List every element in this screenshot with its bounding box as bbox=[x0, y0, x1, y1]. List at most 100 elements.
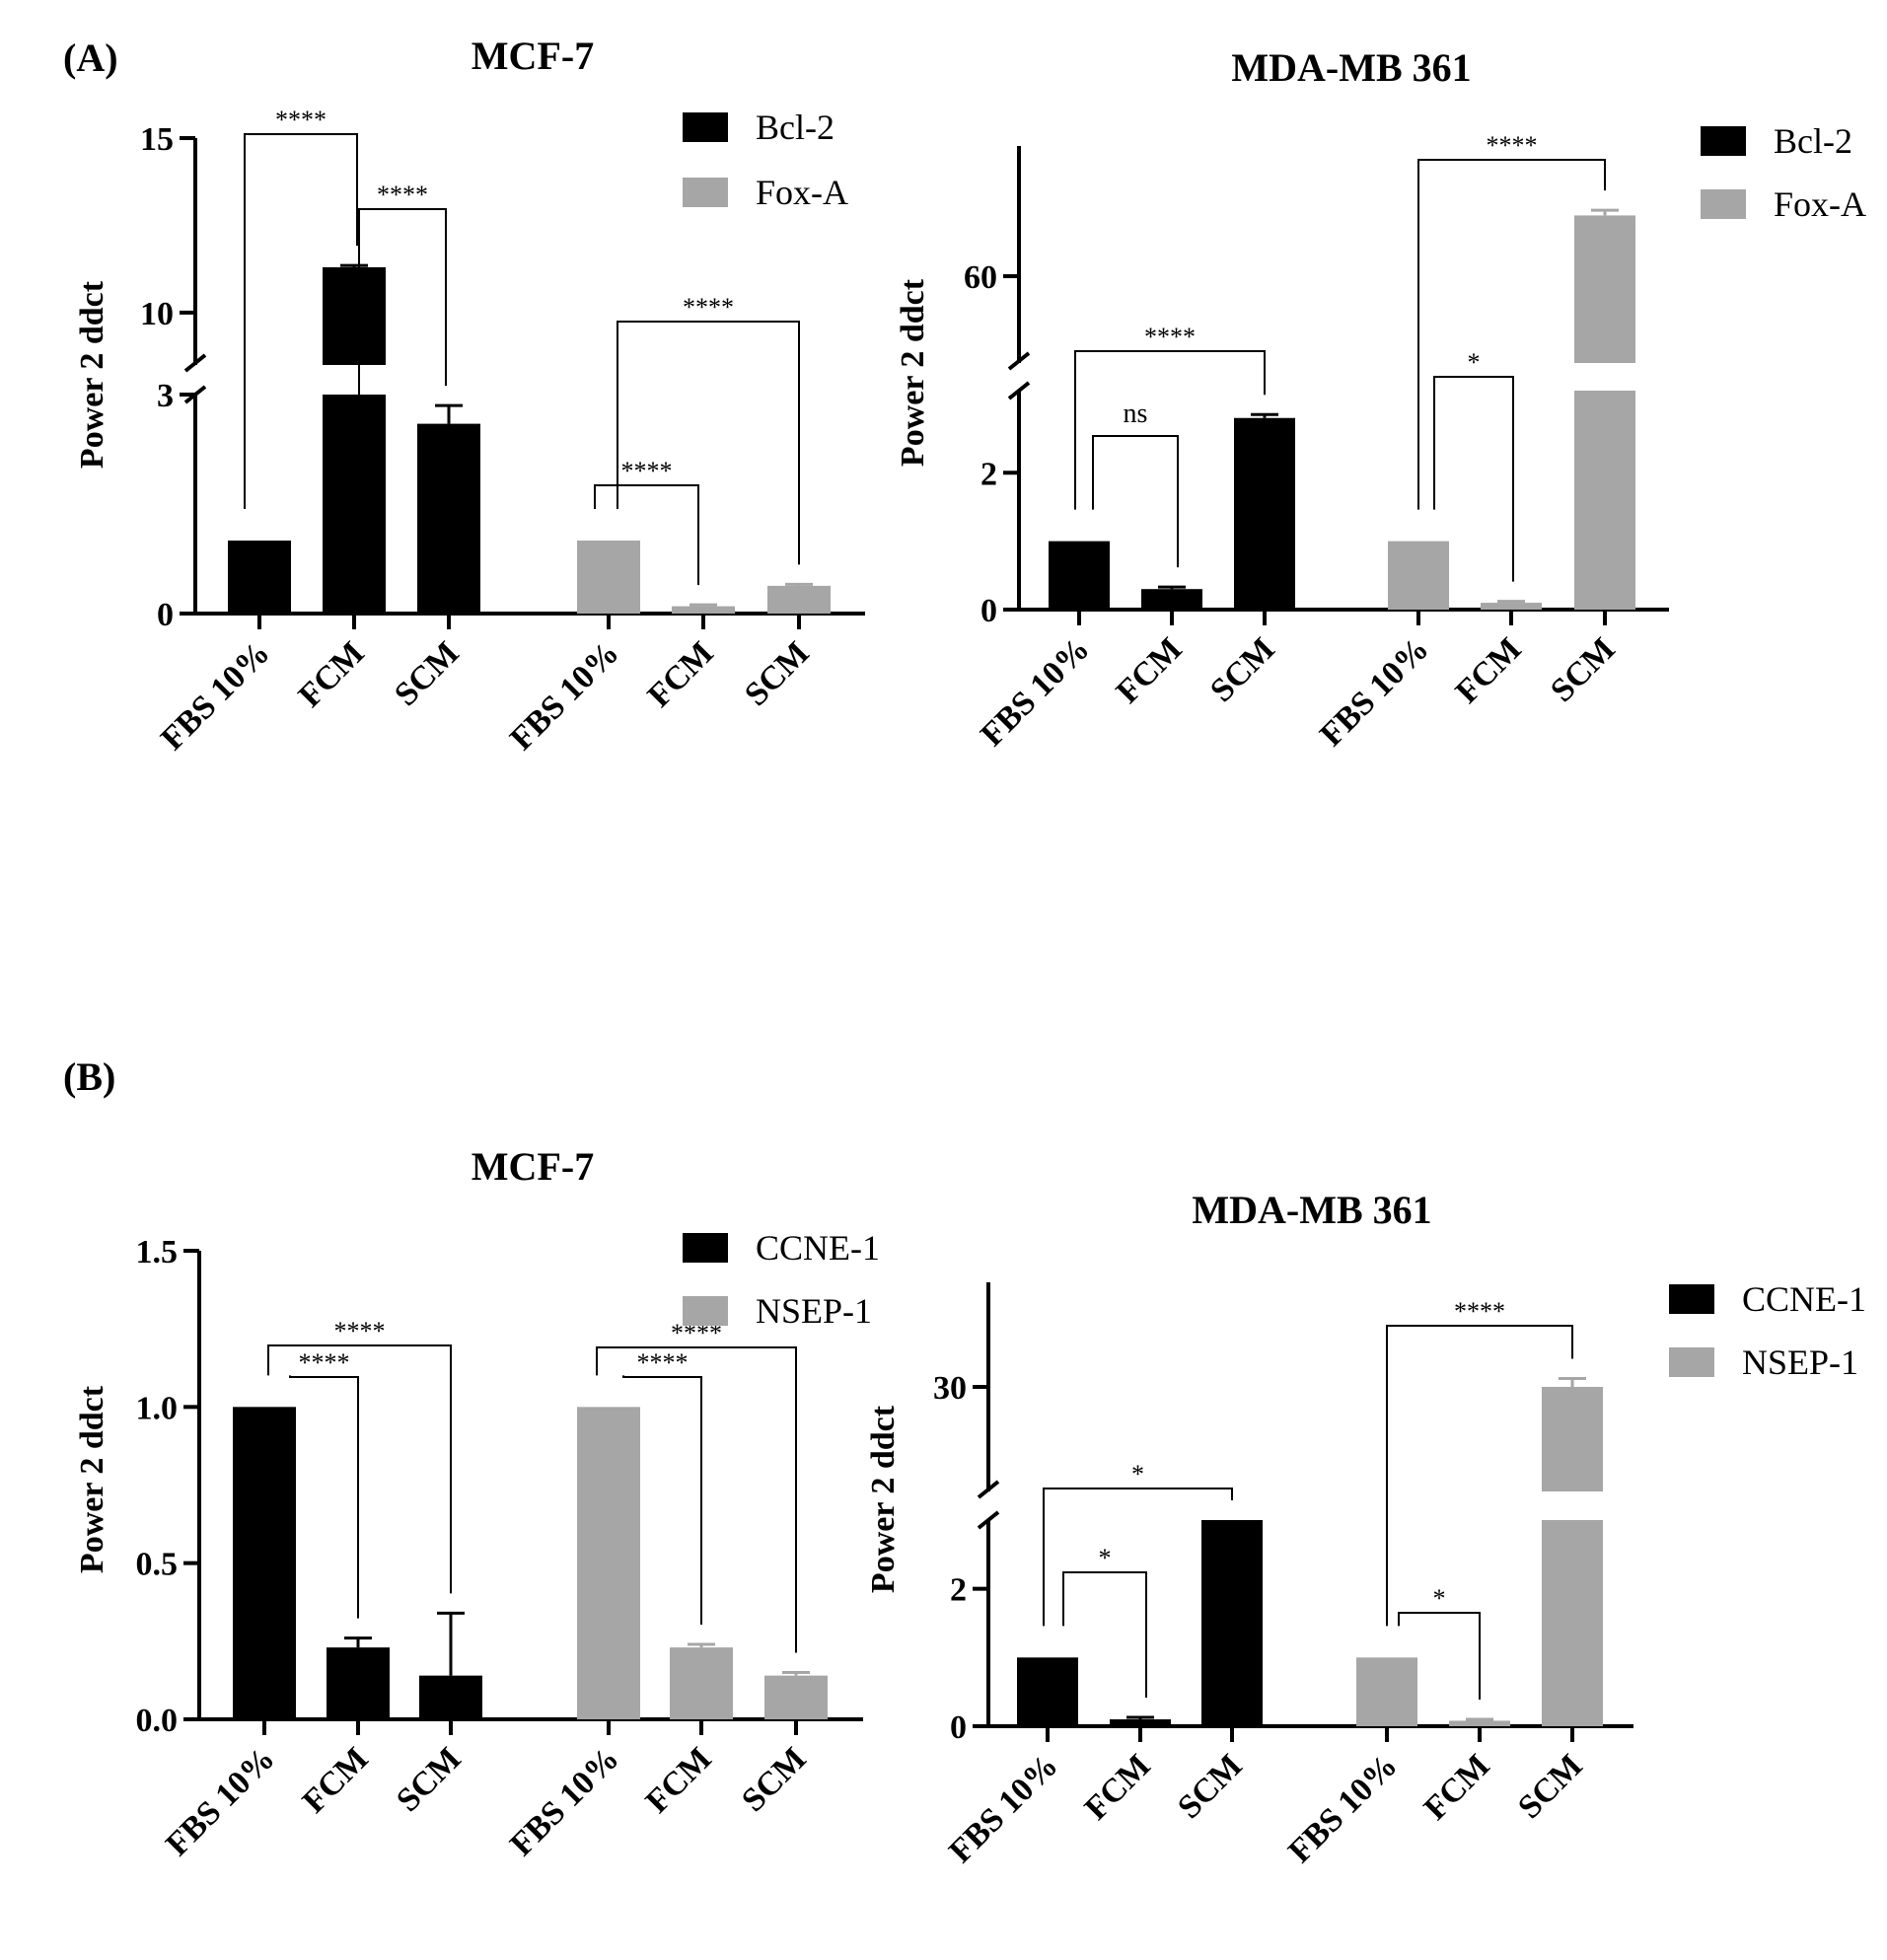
legend-label: Bcl-2 bbox=[1774, 121, 1852, 161]
x-tick-label: FCM bbox=[1110, 630, 1190, 710]
y-axis-label: Power 2 ddct bbox=[895, 278, 931, 467]
significance-bracket bbox=[1417, 159, 1606, 510]
chart-title: MDA-MB 361 bbox=[1192, 1188, 1431, 1232]
legend-swatch bbox=[683, 112, 728, 142]
bar bbox=[577, 1407, 640, 1719]
x-tick-label: FBS 10% bbox=[154, 634, 276, 757]
bar bbox=[764, 1675, 828, 1719]
significance-label: **** bbox=[621, 457, 673, 485]
x-tick-label: FBS 10% bbox=[503, 1740, 625, 1862]
significance-label: **** bbox=[683, 293, 734, 322]
significance-bracket bbox=[1074, 350, 1266, 510]
significance-label: **** bbox=[1144, 323, 1196, 351]
significance-label: * bbox=[1433, 1584, 1446, 1613]
legend-label: NSEP-1 bbox=[756, 1291, 872, 1331]
y-tick-label: 3 bbox=[157, 378, 174, 414]
bar bbox=[417, 423, 480, 614]
y-axis-label: Power 2 ddct bbox=[865, 1405, 902, 1593]
panel-label-b: (B) bbox=[63, 1054, 115, 1099]
significance-bracket bbox=[594, 484, 699, 586]
bar bbox=[1017, 1657, 1078, 1726]
x-tick-label: FBS 10% bbox=[1281, 1747, 1404, 1869]
significance-bracket bbox=[244, 133, 358, 509]
x-tick-label: SCM bbox=[1171, 1747, 1250, 1826]
significance-label: **** bbox=[1454, 1297, 1505, 1326]
y-tick-label: 1.5 bbox=[136, 1234, 179, 1270]
y-tick-label: 0 bbox=[950, 1709, 967, 1746]
significance-label: * bbox=[1131, 1460, 1144, 1488]
y-tick-label: 2 bbox=[950, 1572, 967, 1609]
significance-bracket bbox=[267, 1344, 452, 1594]
y-tick-label: 0.5 bbox=[136, 1547, 179, 1583]
bar bbox=[670, 1647, 733, 1719]
bar bbox=[1542, 1520, 1603, 1726]
legend-swatch bbox=[1669, 1347, 1714, 1377]
bar bbox=[1542, 1387, 1603, 1491]
x-tick-label: FBS 10% bbox=[159, 1740, 281, 1862]
significance-bracket bbox=[622, 1375, 702, 1625]
significance-bracket bbox=[1043, 1488, 1233, 1627]
y-tick-label: 60 bbox=[964, 259, 997, 296]
legend-label: CCNE-1 bbox=[756, 1228, 880, 1268]
bar bbox=[1481, 603, 1542, 610]
x-tick-label: FCM bbox=[1449, 630, 1529, 710]
x-tick-label: SCM bbox=[1544, 630, 1623, 709]
y-tick-label: 1.0 bbox=[136, 1390, 179, 1426]
legend-swatch bbox=[1701, 189, 1746, 219]
significance-bracket bbox=[1398, 1612, 1481, 1701]
x-tick-label: FCM bbox=[641, 634, 721, 714]
significance-bracket bbox=[1386, 1325, 1573, 1627]
bar bbox=[1110, 1719, 1171, 1726]
legend-label: CCNE-1 bbox=[1742, 1279, 1866, 1319]
y-tick-label: 2 bbox=[980, 456, 997, 492]
significance-label: * bbox=[1099, 1544, 1112, 1572]
legend-label: Fox-A bbox=[756, 173, 848, 212]
x-tick-label: FCM bbox=[639, 1740, 719, 1820]
significance-label: **** bbox=[275, 106, 327, 134]
significance-bracket bbox=[289, 1375, 359, 1619]
significance-label: * bbox=[1468, 348, 1481, 377]
x-tick-label: SCM bbox=[738, 634, 817, 713]
x-tick-label: SCM bbox=[1511, 1747, 1590, 1826]
panel-label-a: (A) bbox=[63, 36, 118, 80]
significance-label: ns bbox=[1124, 399, 1148, 429]
significance-label: **** bbox=[299, 1348, 350, 1377]
y-tick-label: 30 bbox=[933, 1370, 967, 1407]
bar bbox=[1574, 391, 1635, 610]
y-tick-label: 10 bbox=[140, 296, 174, 332]
x-tick-label: FCM bbox=[292, 634, 372, 714]
significance-label: **** bbox=[377, 181, 428, 209]
bar bbox=[1201, 1520, 1263, 1726]
x-tick-label: FBS 10% bbox=[942, 1747, 1064, 1869]
axis-break-mark bbox=[1007, 351, 1031, 371]
axis-break-mark bbox=[977, 1510, 1000, 1530]
y-tick-label: 0 bbox=[157, 597, 174, 633]
significance-bracket bbox=[617, 321, 800, 565]
chart-title: MCF-7 bbox=[472, 34, 594, 78]
legend-swatch bbox=[683, 178, 728, 207]
significance-bracket bbox=[596, 1346, 797, 1653]
chart-title: MDA-MB 361 bbox=[1231, 45, 1471, 90]
bar bbox=[228, 541, 291, 614]
bar bbox=[767, 585, 831, 614]
legend-label: Fox-A bbox=[1774, 184, 1866, 224]
x-tick-label: FCM bbox=[296, 1740, 376, 1820]
axis-break-mark bbox=[1007, 381, 1031, 400]
x-tick-label: SCM bbox=[1203, 630, 1282, 709]
y-axis-label: Power 2 ddct bbox=[74, 1385, 110, 1573]
significance-label: **** bbox=[1487, 131, 1538, 160]
x-tick-label: FCM bbox=[1417, 1747, 1497, 1827]
x-tick-label: FCM bbox=[1078, 1747, 1158, 1827]
bar bbox=[1356, 1657, 1417, 1726]
legend-label: NSEP-1 bbox=[1742, 1343, 1858, 1382]
bar bbox=[672, 606, 735, 614]
chart-title: MCF-7 bbox=[472, 1144, 594, 1189]
significance-bracket bbox=[1433, 376, 1514, 582]
axis-break-mark bbox=[183, 353, 207, 373]
x-tick-label: SCM bbox=[735, 1740, 814, 1819]
significance-bracket bbox=[358, 208, 447, 509]
